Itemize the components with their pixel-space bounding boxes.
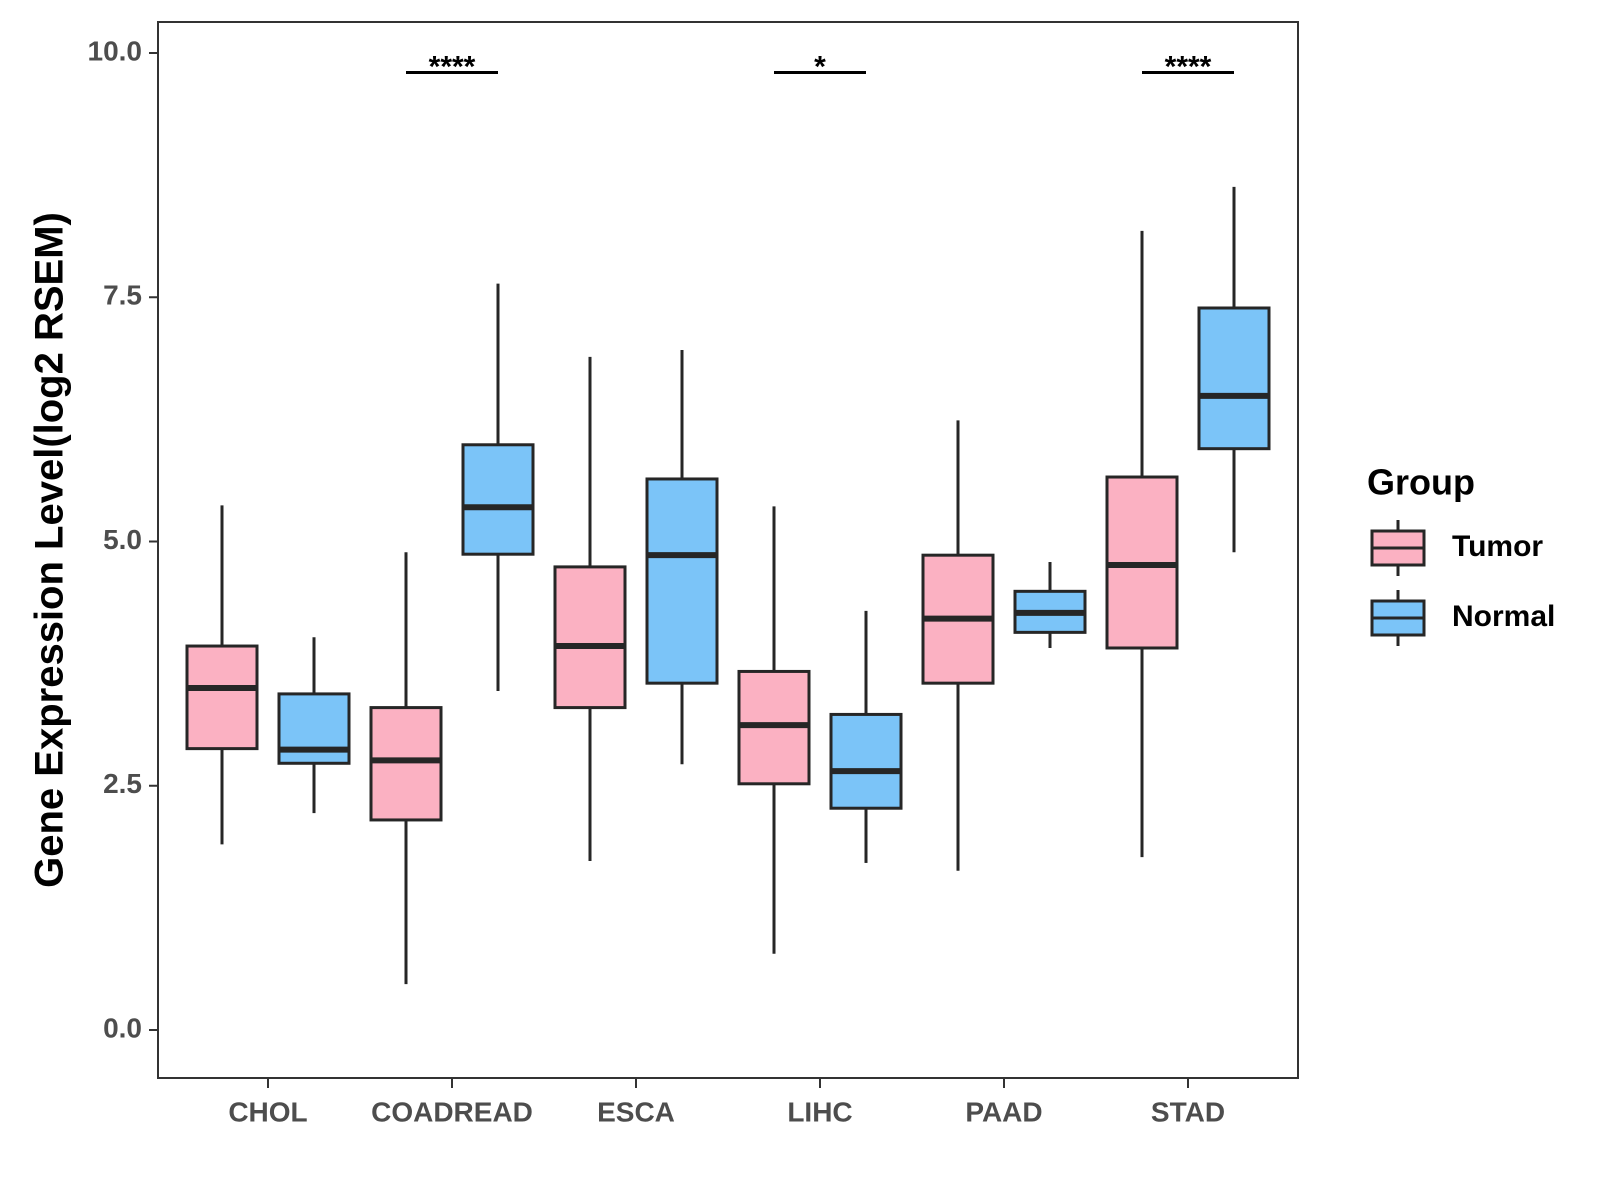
legend: Group Tumor Normal bbox=[1367, 462, 1555, 646]
y-axis-label: Gene Expression Level(log2 RSEM) bbox=[28, 212, 72, 888]
x-axis: CHOL COADREAD ESCA LIHC PAAD STAD bbox=[228, 1078, 1225, 1127]
box-chol-normal bbox=[277, 637, 351, 814]
box-iqr bbox=[369, 706, 443, 822]
plot-area: **** * **** bbox=[185, 51, 1271, 985]
y-axis: 0.0 2.5 5.0 7.5 10.0 bbox=[88, 35, 158, 1043]
box-lihc-tumor bbox=[737, 506, 811, 954]
y-tick-label: 2.5 bbox=[103, 768, 142, 799]
significance-label: **** bbox=[1165, 51, 1212, 84]
box-paad-tumor bbox=[921, 420, 995, 871]
legend-label: Tumor bbox=[1452, 530, 1543, 563]
plot-panel-border bbox=[157, 21, 1299, 1079]
box-iqr bbox=[553, 565, 627, 710]
series-tumor bbox=[185, 230, 1179, 985]
x-tick-label: PAAD bbox=[965, 1096, 1042, 1127]
series-normal bbox=[277, 186, 1271, 863]
x-tick-label: STAD bbox=[1151, 1096, 1225, 1127]
box-iqr bbox=[829, 712, 903, 810]
box-esca-normal bbox=[645, 350, 719, 765]
box-stad-tumor bbox=[1105, 230, 1179, 858]
significance-coadread: **** bbox=[406, 51, 498, 84]
box-iqr bbox=[461, 443, 535, 556]
significance-label: * bbox=[814, 51, 826, 84]
legend-item-tumor: Tumor bbox=[1370, 520, 1543, 576]
box-iqr bbox=[645, 477, 719, 685]
x-tick-label: CHOL bbox=[228, 1096, 307, 1127]
y-tick-label: 5.0 bbox=[103, 524, 142, 555]
x-tick-label: LIHC bbox=[787, 1096, 852, 1127]
box-coadread-tumor bbox=[369, 552, 443, 985]
x-tick-label: ESCA bbox=[597, 1096, 675, 1127]
box-iqr bbox=[1197, 306, 1271, 451]
y-tick-label: 10.0 bbox=[88, 35, 143, 66]
legend-item-normal: Normal bbox=[1370, 590, 1555, 646]
box-paad-normal bbox=[1013, 562, 1087, 648]
legend-title: Group bbox=[1367, 462, 1475, 503]
y-tick-label: 0.0 bbox=[103, 1012, 142, 1043]
significance-stad: **** bbox=[1142, 51, 1234, 84]
box-iqr bbox=[185, 644, 259, 751]
significance-label: **** bbox=[429, 51, 476, 84]
box-esca-tumor bbox=[553, 356, 627, 861]
legend-label: Normal bbox=[1452, 600, 1555, 633]
box-coadread-normal bbox=[461, 283, 535, 691]
y-tick-label: 7.5 bbox=[103, 280, 142, 311]
box-stad-normal bbox=[1197, 186, 1271, 553]
box-lihc-normal bbox=[829, 610, 903, 863]
box-chol-tumor bbox=[185, 505, 259, 845]
x-tick-label: COADREAD bbox=[371, 1096, 533, 1127]
box-iqr bbox=[277, 692, 351, 765]
significance-lihc: * bbox=[774, 51, 866, 84]
